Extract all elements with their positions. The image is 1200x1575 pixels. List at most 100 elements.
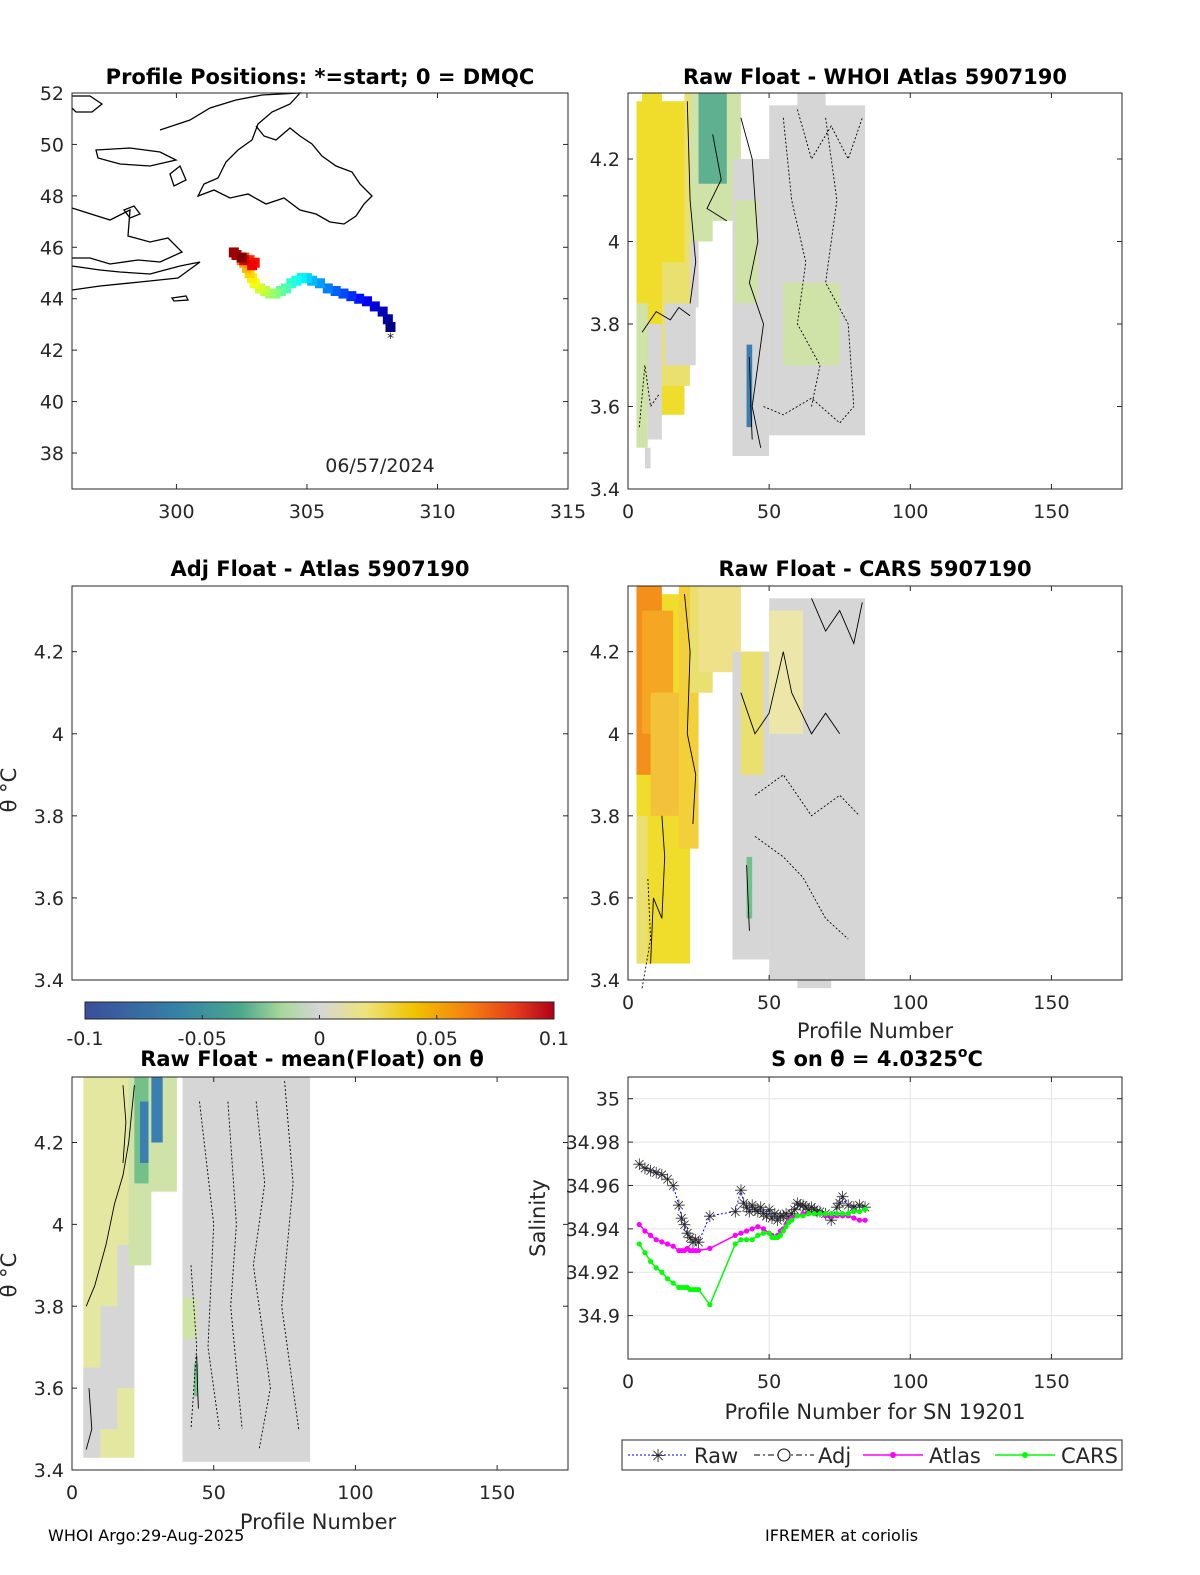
raw-whoi-cell bbox=[769, 105, 866, 436]
series-raw-point: ✳ bbox=[762, 1200, 775, 1219]
raw-mean-xtick-label: 100 bbox=[337, 1482, 373, 1504]
salinity-x-ticks: 0 50 100 150 bbox=[622, 1077, 1070, 1393]
raw-cars-xtick-label: 50 bbox=[757, 992, 781, 1014]
series-cars-point bbox=[707, 1302, 713, 1308]
series-raw-point: ✳ bbox=[793, 1196, 806, 1215]
series-cars-point bbox=[823, 1211, 829, 1217]
raw-cars-contour bbox=[754, 774, 860, 817]
coastline-segment bbox=[122, 205, 142, 219]
coastline-segment bbox=[71, 207, 184, 265]
track-point bbox=[270, 288, 281, 299]
salinity-y-label: Salinity bbox=[526, 1179, 550, 1257]
raw-mean-contour bbox=[85, 1085, 135, 1307]
raw-cars-ytick-label: 4.2 bbox=[590, 642, 620, 664]
positions-xtick-label: 305 bbox=[289, 501, 325, 523]
series-raw-point: ✳ bbox=[765, 1209, 778, 1228]
raw-whoi-cell bbox=[664, 303, 696, 366]
salinity-grid bbox=[627, 1077, 1122, 1359]
series-raw-point: ✳ bbox=[754, 1198, 767, 1217]
track-point bbox=[291, 275, 302, 286]
track-point bbox=[315, 278, 325, 289]
raw-mean-cell bbox=[140, 1101, 152, 1163]
legend-adj-marker bbox=[777, 1448, 791, 1462]
raw-cars-contour bbox=[684, 594, 697, 825]
raw-mean-ytick-label: 3.8 bbox=[34, 1296, 64, 1318]
series-raw-point: ✳ bbox=[796, 1196, 809, 1215]
adj-atlas-ytick-label: 3.6 bbox=[34, 888, 64, 910]
track-point bbox=[260, 286, 271, 296]
series-cars-point bbox=[653, 1265, 659, 1271]
raw-cars-cell bbox=[769, 610, 804, 734]
positions-xtick-label: 315 bbox=[550, 501, 586, 523]
salinity-ytick-label: 34.98 bbox=[566, 1132, 620, 1154]
series-atlas-point bbox=[664, 1241, 671, 1247]
salinity-xtick-label: 150 bbox=[1033, 1371, 1069, 1393]
series-raw-point: ✳ bbox=[734, 1181, 747, 1200]
raw-cars-ytick-label: 4 bbox=[608, 724, 620, 746]
track-point bbox=[361, 296, 372, 307]
coastline-segment bbox=[159, 92, 373, 225]
raw-whoi-x-ticks: 0 50 100 150 bbox=[622, 93, 1070, 523]
raw-mean-cell bbox=[193, 1363, 199, 1397]
raw-whoi-ytick-label: 4 bbox=[608, 232, 620, 254]
track-point bbox=[244, 268, 255, 278]
series-raw-point: ✳ bbox=[768, 1205, 781, 1224]
positions-ytick-label: 42 bbox=[40, 340, 64, 362]
track-point bbox=[385, 322, 396, 332]
series-cars-point bbox=[780, 1228, 786, 1234]
salinity-ytick-label: 34.96 bbox=[566, 1175, 620, 1197]
series-atlas-point bbox=[670, 1243, 676, 1249]
raw-mean-contour bbox=[85, 1388, 93, 1450]
legend-atlas-label: Atlas bbox=[929, 1444, 981, 1468]
series-atlas-point bbox=[743, 1228, 750, 1234]
raw-mean-y-ticks: 3.4 3.6 3.8 4 4.2 bbox=[34, 1133, 568, 1482]
float-track: * bbox=[228, 247, 396, 347]
series-raw-point: ✳ bbox=[757, 1205, 770, 1224]
series-cars-point bbox=[743, 1237, 750, 1243]
adj-atlas-ytick-label: 3.8 bbox=[34, 806, 64, 828]
raw-cars-contours bbox=[641, 594, 863, 989]
series-raw-point: ✳ bbox=[689, 1231, 702, 1250]
positions-ytick-label: 46 bbox=[40, 237, 64, 259]
adj-atlas-ytick-label: 4.2 bbox=[34, 642, 64, 664]
series-raw-point: ✳ bbox=[841, 1196, 854, 1215]
raw-mean-contour bbox=[281, 1081, 300, 1430]
salinity-panel: S on θ = 4.0325oC ✳✳✳✳✳✳✳✳✳✳✳✳✳✳✳✳ ✳✳✳✳✳✳… bbox=[526, 1045, 1123, 1471]
raw-cars-xtick-label: 0 bbox=[622, 992, 634, 1014]
raw-cars-contour bbox=[746, 865, 750, 931]
raw-whoi-y-ticks: 3.4 3.6 3.8 4 4.2 bbox=[590, 149, 1122, 501]
colorbar-tick-label: 0 bbox=[313, 1028, 325, 1050]
series-raw-point: ✳ bbox=[751, 1202, 764, 1221]
adj-atlas-axes-box bbox=[71, 585, 569, 981]
raw-mean-ytick-label: 4 bbox=[52, 1214, 64, 1236]
legend-atlas-marker bbox=[890, 1452, 896, 1458]
series-raw-point: ✳ bbox=[748, 1200, 761, 1219]
series-raw-point: ✳ bbox=[703, 1207, 716, 1226]
track-point bbox=[254, 283, 265, 294]
track-point bbox=[377, 306, 388, 317]
series-cars-point bbox=[856, 1208, 863, 1215]
raw-mean-contour bbox=[199, 1101, 220, 1430]
raw-cars-heatmap bbox=[636, 586, 866, 989]
footer-right: IFREMER at coriolis bbox=[765, 1526, 918, 1545]
colorbar-tick-label: 0.1 bbox=[539, 1028, 569, 1050]
series-cars-point bbox=[828, 1211, 834, 1217]
raw-whoi-cell bbox=[735, 200, 758, 304]
raw-mean-panel: Raw Float - mean(Float) on θ 0 50 100 150 3… bbox=[0, 1047, 569, 1534]
colorbar-tick-label: -0.1 bbox=[66, 1028, 103, 1050]
track-point bbox=[338, 288, 349, 299]
series-cars-point bbox=[695, 1286, 702, 1293]
series-cars-point bbox=[806, 1211, 812, 1217]
raw-whoi-contour bbox=[825, 117, 855, 407]
track-point bbox=[330, 286, 341, 296]
raw-whoi-cell bbox=[783, 282, 840, 366]
raw-cars-contour bbox=[811, 598, 863, 645]
raw-mean-ytick-label: 3.6 bbox=[34, 1378, 64, 1400]
series-raw-point: ✳ bbox=[661, 1170, 674, 1189]
salinity-title-unit: C bbox=[968, 1047, 983, 1071]
raw-mean-y-label: θ °C bbox=[0, 1253, 21, 1298]
raw-whoi-contour bbox=[782, 117, 821, 407]
series-raw-point: ✳ bbox=[836, 1187, 849, 1206]
raw-cars-cell bbox=[746, 856, 753, 919]
track-point bbox=[247, 260, 258, 271]
